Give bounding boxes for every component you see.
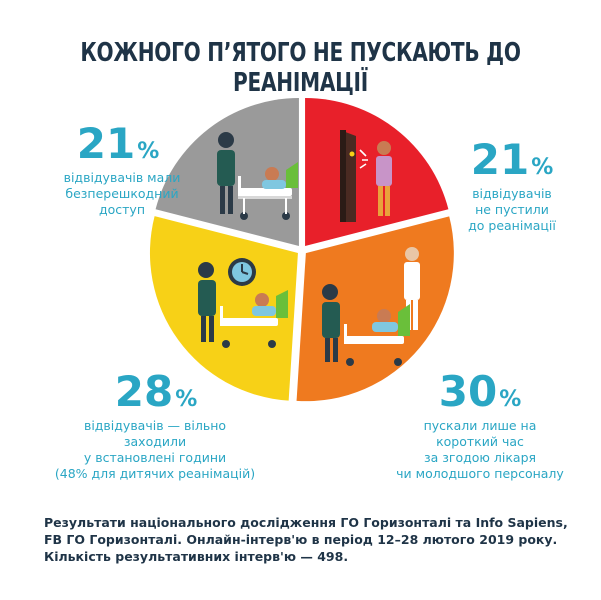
doctor-visitor-illustration-orange [322,247,420,366]
clock-visitor-illustration-yellow [198,258,288,348]
pct-yellow-value: 28 [114,367,174,416]
pct-gray-value: 21 [76,119,136,168]
page-title: КОЖНОГО П’ЯТОГО НЕ ПУСКАЮТЬ ДО РЕАНІМАЦІ… [80,38,521,98]
pct-red-sign: % [531,155,554,180]
pct-orange-value: 30 [438,367,498,416]
pct-orange: 30% [420,370,540,422]
pct-red-value: 21 [470,135,530,184]
pct-gray-sign: % [137,139,160,164]
pct-yellow-sign: % [175,387,198,412]
caption-orange: пускали лише на короткий час за згодою л… [396,418,564,481]
pct-gray: 21% [58,122,178,174]
source-note: Результати національного дослідження ГО … [44,515,568,564]
pct-red: 21% [452,138,572,190]
caption-yellow: відвідувачів — вільно заходили у встанов… [54,418,256,481]
door-doctor-illustration-red [340,130,392,222]
caption-gray: відвідувачів мали безперешкодний доступ [63,170,181,217]
visitor-patient-illustration-gray [217,132,298,220]
slice-yellow [149,216,298,401]
caption-red: відвідувачів не пустили до реанімації [468,186,556,233]
pct-yellow: 28% [96,370,216,422]
pct-orange-sign: % [499,387,522,412]
